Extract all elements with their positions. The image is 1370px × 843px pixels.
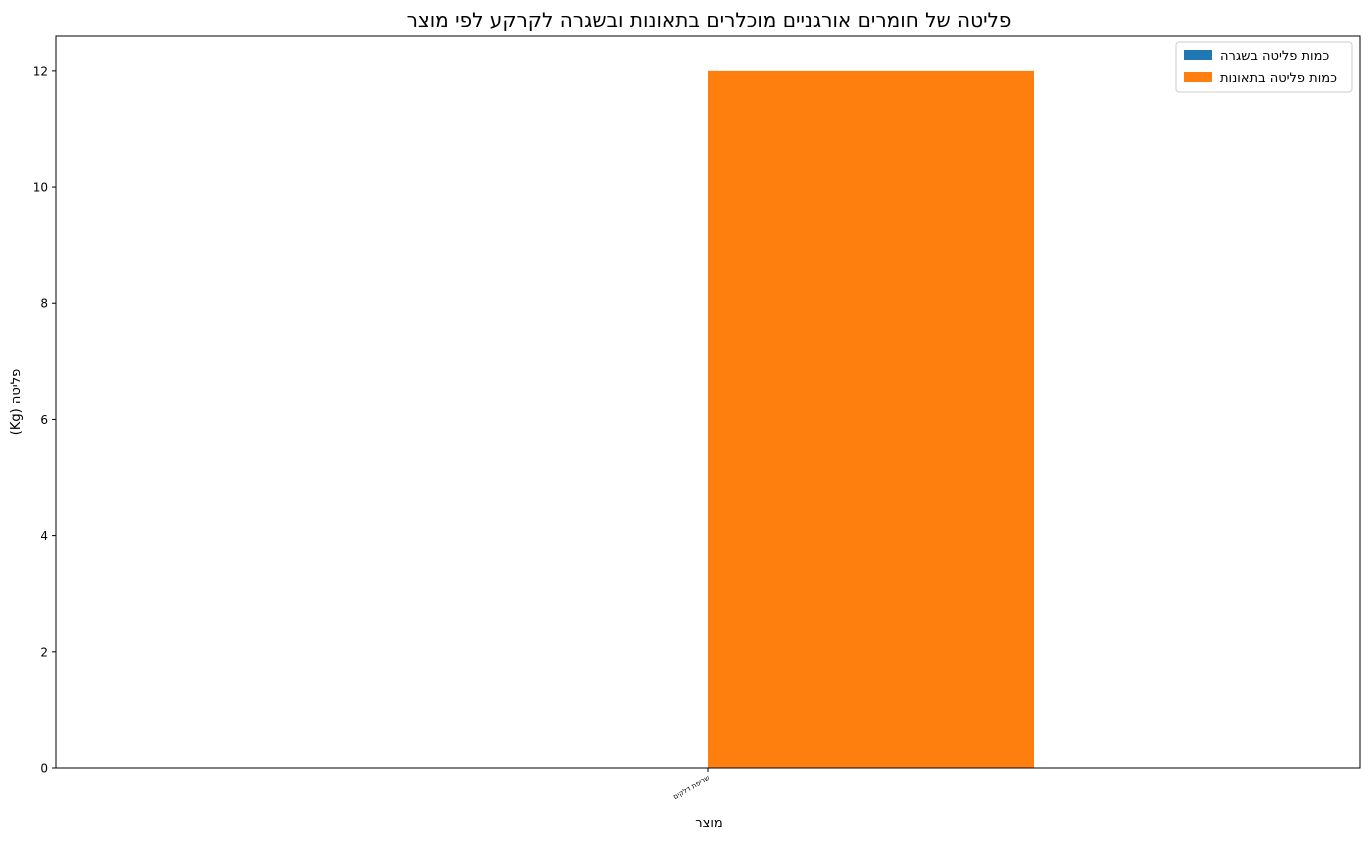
plot-frame — [55, 35, 1361, 769]
legend: כמות פליטה בשגרה כמות פליטה בתאונות — [1175, 41, 1353, 93]
y-tick-label: 8 — [40, 297, 48, 311]
y-tick-label: 12 — [33, 64, 48, 78]
x-tick-label: שריפת דלקים — [672, 774, 711, 801]
y-tick-label: 6 — [40, 413, 48, 427]
y-axis-label: (Kg) פליטה — [9, 369, 24, 435]
bar-2-1 — [708, 70, 1034, 769]
x-axis-label: מוצר — [695, 816, 722, 831]
y-tick-label: 10 — [33, 181, 48, 195]
plot-layer: שריפת דלקים 0 2 4 6 8 10 12 — [33, 35, 1361, 801]
legend-box — [1175, 41, 1353, 93]
legend-swatch — [1184, 72, 1212, 82]
chart-title: פליטה של חומרים אורגניים מוכלרים בתאונות… — [407, 8, 1012, 32]
legend-swatch — [1184, 50, 1212, 60]
y-tick-label: 2 — [40, 645, 48, 659]
legend-label: כמות פליטה בשגרה — [1220, 49, 1329, 64]
y-tick-label: 4 — [40, 529, 48, 543]
y-tick-label: 0 — [40, 762, 48, 776]
legend-label: כמות פליטה בתאונות — [1220, 71, 1337, 86]
